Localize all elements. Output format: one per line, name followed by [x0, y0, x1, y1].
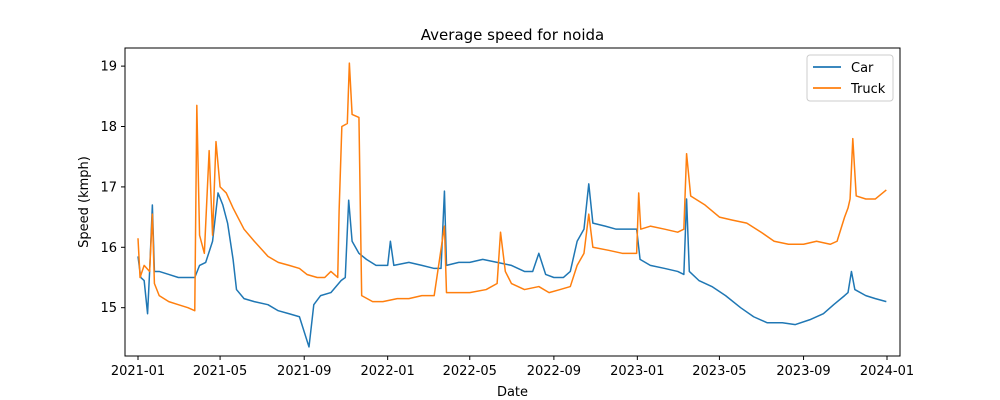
- x-tick-label: 2023-01: [610, 364, 664, 379]
- x-tick-label: 2022-09: [527, 364, 581, 379]
- y-tick-label: 16: [100, 241, 117, 256]
- x-tick-label: 2023-05: [692, 364, 746, 379]
- series-line-car: [137, 183, 887, 348]
- series-lines: [137, 62, 887, 348]
- x-tick-label: 2023-09: [776, 364, 830, 379]
- legend-label-car: Car: [851, 61, 874, 76]
- x-tick-label: 2022-05: [443, 364, 497, 379]
- legend-label-truck: Truck: [850, 82, 886, 97]
- x-tick-label: 2024-01: [860, 364, 914, 379]
- legend: Car Truck: [806, 54, 894, 102]
- x-tick-label: 2021-09: [277, 364, 331, 379]
- x-tick-label: 2022-01: [361, 364, 415, 379]
- x-axis-label: Date: [497, 385, 528, 400]
- y-tick-label: 17: [100, 180, 117, 195]
- x-tick-label: 2021-01: [111, 364, 165, 379]
- plot-frame: [124, 47, 901, 357]
- y-tick-label: 15: [100, 301, 117, 316]
- y-axis: 15 16 17 18 19: [100, 60, 125, 316]
- chart-title: Average speed for noida: [421, 26, 604, 44]
- x-tick-label: 2021-05: [193, 364, 247, 379]
- y-tick-label: 18: [100, 120, 117, 135]
- y-axis-label: Speed (kmph): [77, 156, 92, 248]
- y-tick-label: 19: [100, 60, 117, 75]
- x-axis: 2021-01 2021-05 2021-09 2022-01 2022-05 2022-…: [111, 356, 914, 379]
- plot-area: 2021-01 2021-05 2021-09 2022-01 2022-05 2022-…: [100, 47, 914, 379]
- series-line-truck: [137, 62, 887, 312]
